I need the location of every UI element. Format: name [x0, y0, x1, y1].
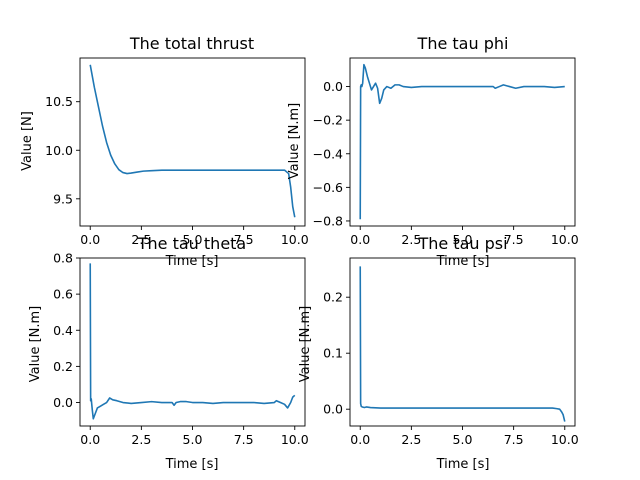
- x-tick-label: 10.0: [281, 232, 309, 247]
- x-axis-label: Time [s]: [165, 254, 219, 269]
- x-tick-label: 7.5: [504, 232, 524, 247]
- y-tick-label: 0.0: [323, 79, 343, 94]
- subplot-tau-phi: The tau phi Time [s] Value [N.m] 0.0 2.5 5…: [287, 34, 579, 269]
- x-tick-label: 2.5: [401, 432, 421, 447]
- y-tick-label: 0.2: [53, 359, 73, 374]
- x-tick-label: 7.5: [504, 432, 524, 447]
- series-line: [89, 263, 296, 420]
- y-tick-label: −0.6: [313, 180, 343, 195]
- y-tick-label: 0.4: [53, 323, 73, 338]
- chart-title: The tau psi: [417, 234, 507, 253]
- y-tick-label: 10.0: [45, 143, 73, 158]
- chart-title: The tau phi: [417, 34, 509, 53]
- y-tick-label: −0.2: [313, 113, 343, 128]
- x-tick-label: 7.5: [234, 232, 254, 247]
- chart-title: The total thrust: [129, 34, 254, 53]
- y-axis-label: Value [N.m]: [28, 306, 43, 383]
- x-tick-label: 2.5: [401, 232, 421, 247]
- y-tick-label: −0.4: [313, 146, 343, 161]
- y-axis-label: Value [N.m]: [298, 306, 313, 383]
- series-line: [359, 266, 566, 422]
- x-tick-label: 10.0: [551, 232, 579, 247]
- series-line: [359, 63, 565, 220]
- x-tick-label: 2.5: [131, 232, 151, 247]
- y-tick-label: 9.5: [53, 191, 73, 206]
- y-axis-label: Value [N.m]: [287, 103, 302, 180]
- x-axis-label: Time [s]: [436, 457, 490, 472]
- subplot-tau-theta: The tau theta Time [s] Value [N.m] 0.0 2.…: [28, 234, 309, 472]
- y-tick-label: 10.5: [45, 94, 73, 109]
- y-tick-label: 0.0: [323, 402, 343, 417]
- x-axis-label: Time [s]: [165, 457, 219, 472]
- x-axis-label: Time [s]: [436, 254, 490, 269]
- subplot-tau-psi: The tau psi Time [s] Value [N.m] 0.0 2.5 5…: [298, 234, 579, 472]
- x-tick-label: 10.0: [551, 432, 579, 447]
- y-tick-label: 0.1: [323, 346, 343, 361]
- x-tick-label: 0.0: [80, 432, 100, 447]
- y-tick-label: 0.6: [53, 287, 73, 302]
- x-tick-label: 7.5: [234, 432, 254, 447]
- y-tick-label: 0.0: [53, 395, 73, 410]
- x-tick-label: 5.0: [183, 432, 203, 447]
- x-tick-label: 10.0: [281, 432, 309, 447]
- x-tick-label: 0.0: [350, 232, 370, 247]
- x-tick-label: 0.0: [350, 432, 370, 447]
- x-tick-label: 0.0: [80, 232, 100, 247]
- x-tick-label: 5.0: [453, 432, 473, 447]
- chart-title: The tau theta: [137, 234, 246, 253]
- x-tick-label: 2.5: [131, 432, 151, 447]
- series-line: [89, 64, 296, 218]
- y-tick-label: −0.8: [313, 213, 343, 228]
- y-axis-label: Value [N]: [20, 111, 35, 171]
- y-tick-label: 0.2: [323, 290, 343, 305]
- x-tick-label: 5.0: [183, 232, 203, 247]
- x-tick-label: 5.0: [453, 232, 473, 247]
- y-tick-label: 0.8: [53, 251, 73, 266]
